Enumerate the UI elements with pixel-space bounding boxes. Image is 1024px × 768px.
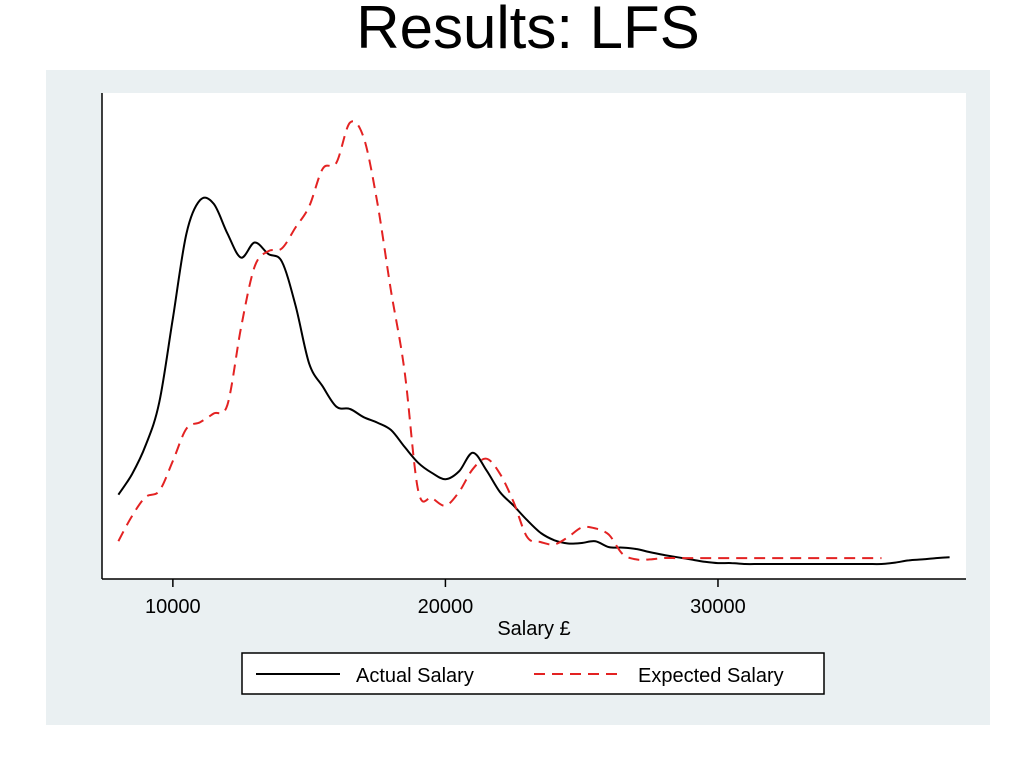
- slide-title: Results: LFS: [356, 0, 700, 61]
- legend: Actual Salary Expected Salary: [241, 652, 825, 695]
- legend-label-actual: Actual Salary: [356, 665, 474, 687]
- legend-label-expected: Expected Salary: [638, 665, 784, 687]
- plot-background: [102, 93, 966, 579]
- x-tick-label: 20000: [418, 596, 474, 618]
- x-tick-label: 30000: [690, 596, 746, 618]
- x-axis-title: Salary £: [497, 618, 570, 640]
- x-ticks: 10000 20000 30000: [145, 579, 746, 618]
- series-line-expected-salary: [117, 120, 882, 561]
- series-layer: [117, 120, 950, 566]
- density-chart: 10000 20000 30000 Salary £ Actual Salary E…: [101, 93, 966, 695]
- series-line-actual-salary: [117, 196, 950, 566]
- chart-panel: 10000 20000 30000 Salary £ Actual Salary E…: [46, 70, 990, 725]
- x-tick-label: 10000: [145, 596, 201, 618]
